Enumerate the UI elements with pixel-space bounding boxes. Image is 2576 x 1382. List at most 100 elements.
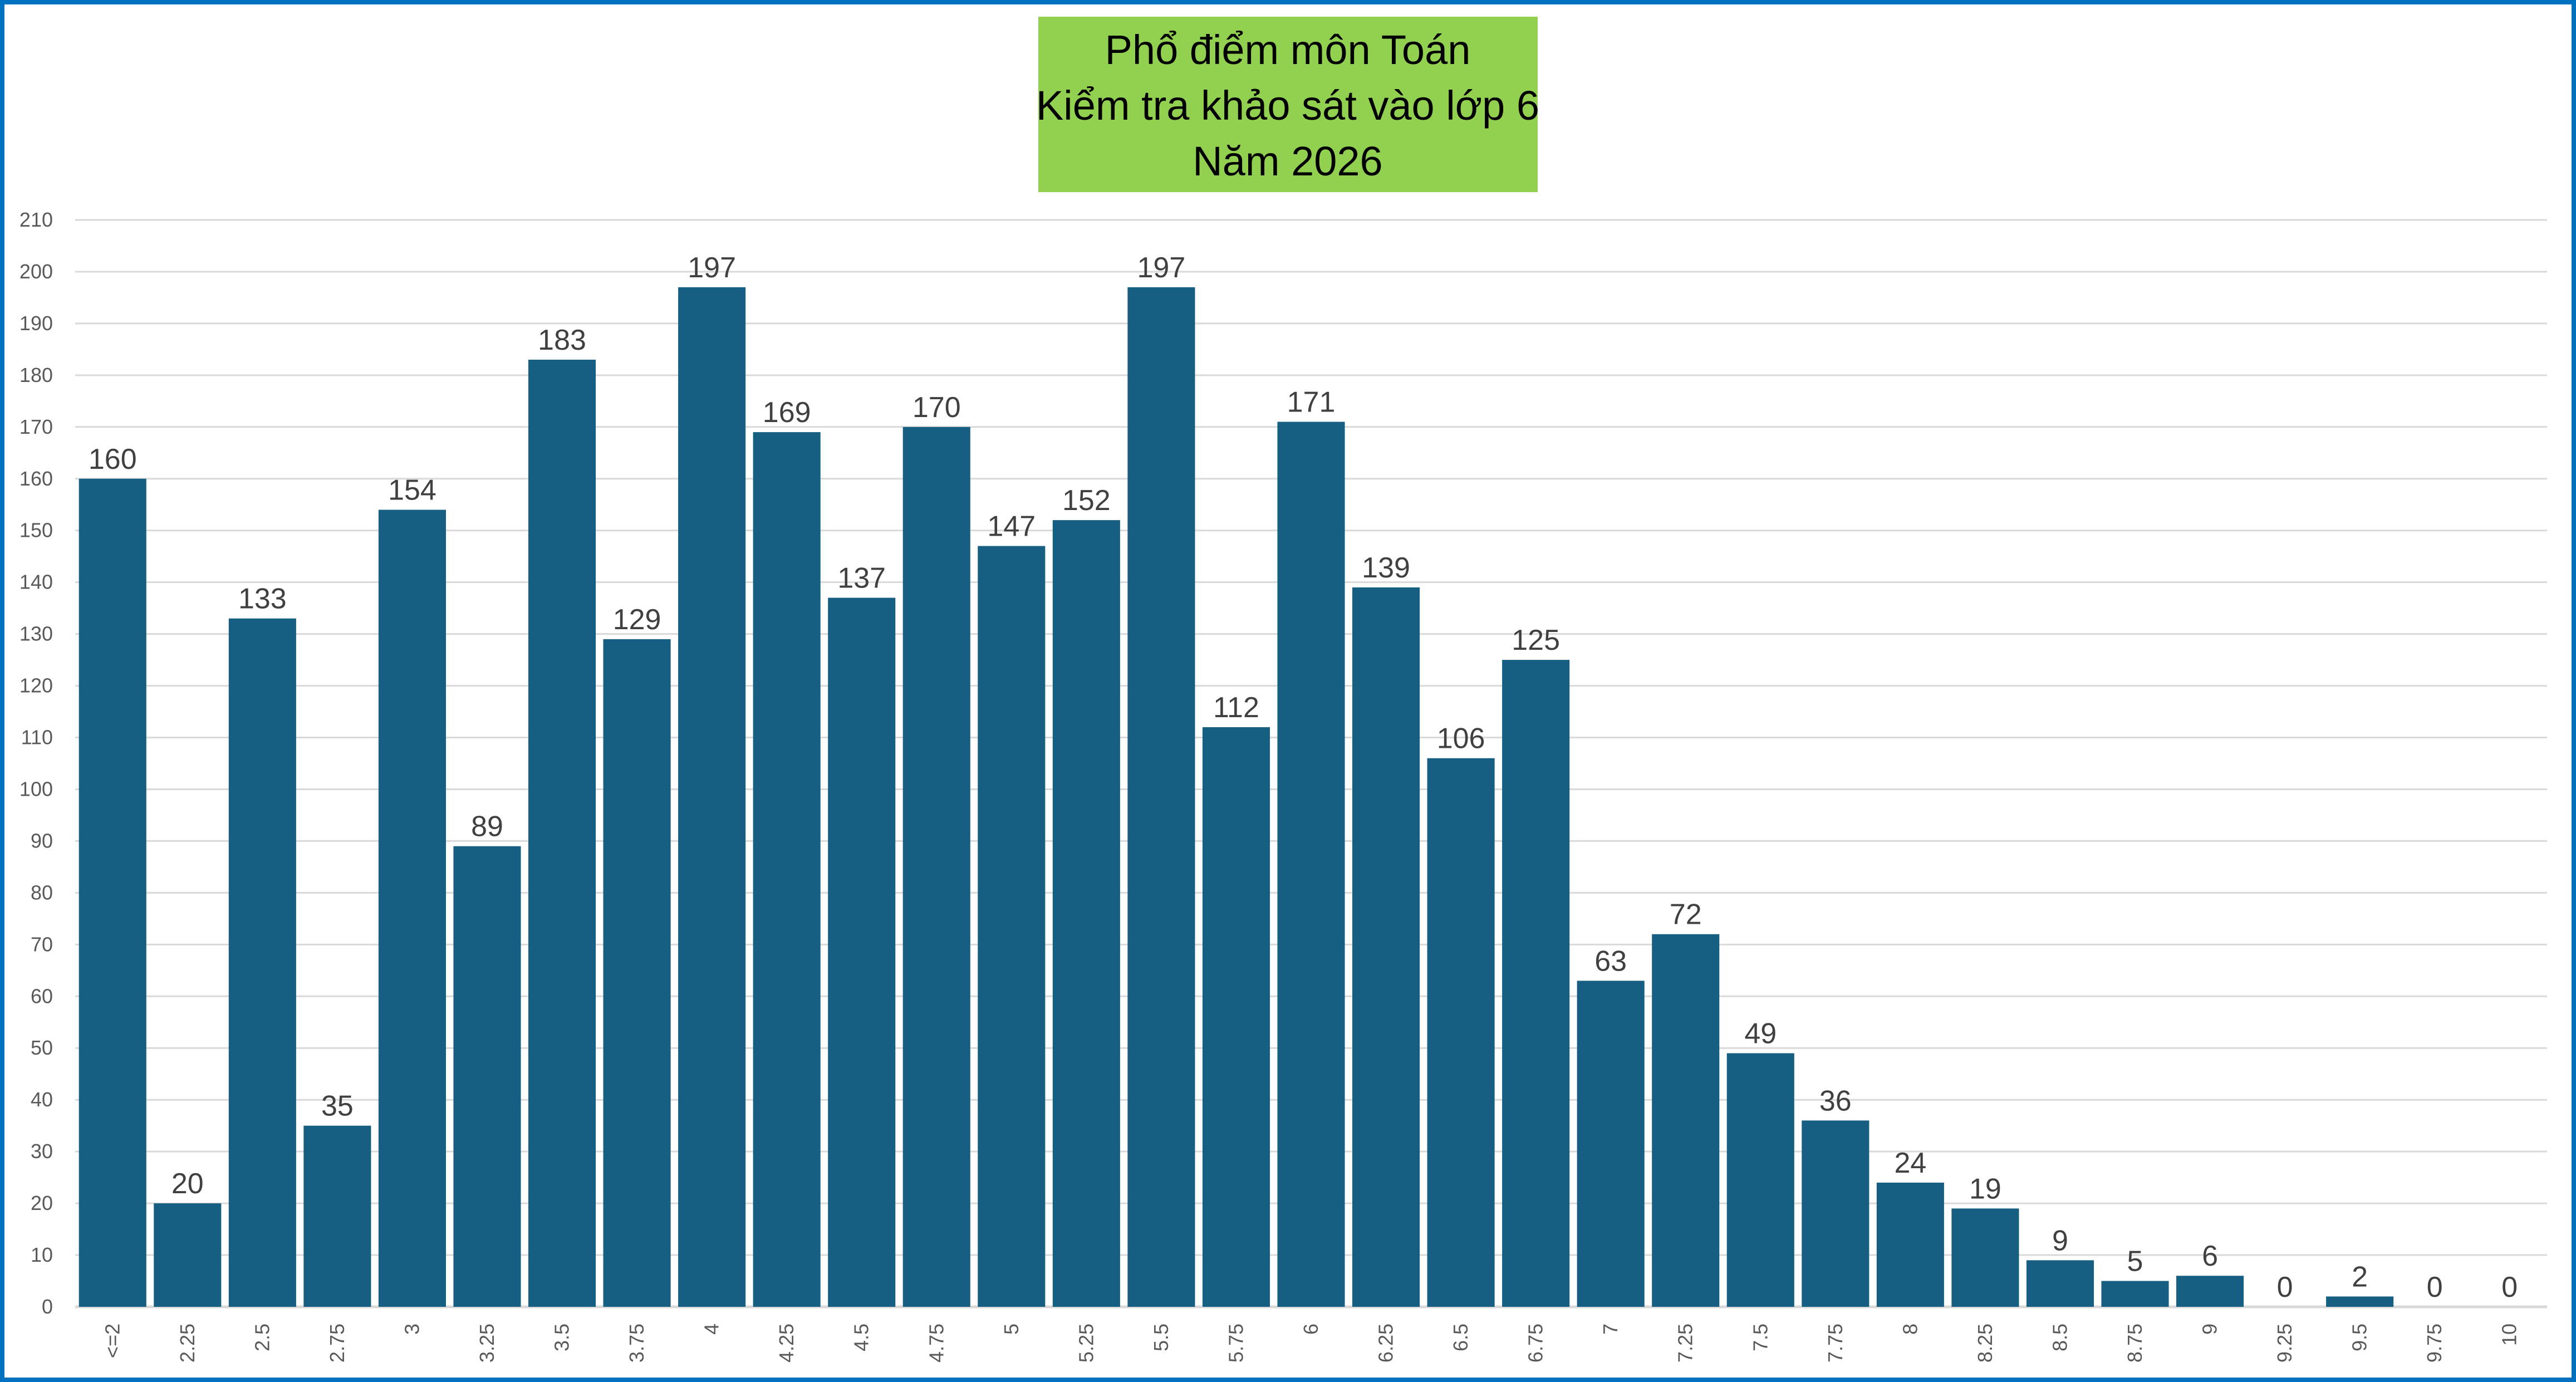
y-tick-label: 80 (31, 881, 53, 904)
x-tick-label: 7.75 (1824, 1324, 1847, 1363)
bar-4.75 (902, 427, 970, 1307)
chart-title-line-1: Phổ điểm môn Toán (1105, 27, 1471, 73)
x-tick-label: 9.25 (2273, 1324, 2296, 1363)
bar-5 (978, 546, 1046, 1307)
bar-6.25 (1352, 587, 1420, 1307)
y-tick-label: 100 (19, 777, 53, 800)
data-label: 20 (171, 1168, 204, 1200)
data-label: 170 (912, 391, 961, 424)
data-label: 133 (238, 583, 287, 615)
bars (78, 287, 2394, 1307)
x-tick-label: 6.75 (1524, 1324, 1547, 1363)
x-tick-label: 9 (2199, 1324, 2221, 1335)
data-label: 139 (1362, 552, 1410, 584)
bar-6.75 (1502, 660, 1570, 1307)
data-label: 125 (1512, 624, 1560, 656)
y-tick-label: 70 (31, 933, 53, 955)
bar-7.75 (1802, 1120, 1870, 1307)
data-labels: 1602013335154891831291971691371701471521… (89, 252, 2518, 1303)
y-tick-label: 170 (19, 415, 53, 438)
data-label: 2 (2352, 1261, 2368, 1293)
x-tick-label: 8.5 (2048, 1324, 2071, 1351)
x-tick-label: 5.75 (1224, 1324, 1247, 1363)
bar-5.5 (1127, 287, 1195, 1307)
x-tick-label: <=2 (101, 1324, 124, 1358)
x-tick-label: 7.5 (1749, 1324, 1772, 1351)
data-label: 49 (1744, 1018, 1777, 1050)
x-tick-label: 8.75 (2123, 1324, 2146, 1363)
data-label: 147 (987, 511, 1036, 543)
data-label: 35 (321, 1090, 354, 1123)
bar-8.5 (2026, 1260, 2094, 1307)
x-tick-label: 8 (1898, 1324, 1921, 1335)
bar-8.25 (1951, 1208, 2019, 1307)
data-label: 5 (2127, 1246, 2143, 1278)
x-axis-ticks: <=2 2.25 2.5 2.75 3 3.25 3.5 3.75 4 4.25 4.5 4.75 5 5… (101, 1324, 2520, 1363)
x-tick-label: 3.25 (475, 1324, 498, 1363)
x-tick-label: 3.75 (625, 1324, 648, 1363)
y-tick-label: 150 (19, 519, 53, 542)
y-tick-label: 20 (31, 1192, 53, 1214)
data-label: 63 (1594, 945, 1627, 977)
bar-4.5 (828, 597, 896, 1307)
bar-2.5 (228, 618, 296, 1307)
data-label: 0 (2427, 1271, 2443, 1303)
chart-title-line-3: Năm 2026 (1193, 138, 1382, 184)
x-tick-label: 6.5 (1449, 1324, 1472, 1351)
bar-6.5 (1427, 758, 1495, 1307)
bar-9 (2176, 1276, 2244, 1307)
x-tick-label: 2.5 (251, 1324, 273, 1351)
x-tick-label: 5.5 (1150, 1324, 1172, 1351)
data-label: 36 (1819, 1085, 1852, 1117)
bar-5.75 (1202, 727, 1270, 1307)
y-tick-label: 140 (19, 571, 53, 594)
bar-3.5 (528, 359, 596, 1307)
bar-7.25 (1652, 934, 1720, 1307)
data-label: 183 (538, 324, 586, 356)
x-tick-label: 3 (400, 1324, 423, 1335)
bar-<=2 (78, 478, 146, 1307)
x-tick-label: 6.25 (1375, 1324, 1397, 1363)
bar-5.25 (1052, 520, 1120, 1307)
y-tick-label: 110 (21, 726, 53, 749)
x-tick-label: 5 (1000, 1324, 1023, 1335)
bar-7.5 (1726, 1053, 1794, 1307)
bar-2.75 (303, 1125, 371, 1307)
x-tick-label: 10 (2498, 1324, 2521, 1346)
y-tick-label: 30 (31, 1140, 53, 1163)
y-tick-label: 160 (19, 467, 53, 490)
data-label: 9 (2052, 1224, 2068, 1257)
y-tick-label: 200 (19, 260, 53, 283)
bar-8.75 (2101, 1281, 2169, 1307)
x-tick-label: 7.25 (1674, 1324, 1697, 1363)
y-tick-label: 190 (19, 312, 53, 335)
x-tick-label: 4.25 (775, 1324, 798, 1363)
data-label: 89 (471, 811, 503, 843)
y-tick-label: 10 (31, 1243, 53, 1266)
x-tick-label: 7 (1599, 1324, 1622, 1335)
data-label: 197 (1137, 252, 1186, 284)
x-tick-label: 4.75 (925, 1324, 948, 1363)
bar-8 (1876, 1182, 1944, 1307)
chart-title-line-2: Kiểm tra khảo sát vào lớp 6 (1036, 82, 1539, 129)
bar-9.5 (2326, 1296, 2394, 1307)
data-label: 72 (1670, 899, 1702, 931)
x-tick-label: 3.5 (551, 1324, 573, 1351)
y-tick-label: 180 (19, 364, 53, 386)
x-tick-label: 9.5 (2348, 1324, 2371, 1351)
bar-4 (678, 287, 746, 1307)
x-tick-label: 9.75 (2423, 1324, 2446, 1363)
data-label: 169 (763, 396, 811, 429)
bar-4.25 (753, 432, 821, 1307)
bar-3.25 (453, 846, 521, 1307)
y-tick-label: 0 (42, 1295, 53, 1318)
y-tick-label: 130 (19, 623, 53, 645)
data-label: 171 (1287, 386, 1336, 419)
x-tick-label: 6 (1299, 1324, 1322, 1335)
bar-6 (1277, 422, 1345, 1307)
data-label: 0 (2277, 1271, 2293, 1303)
data-label: 19 (1969, 1173, 2001, 1205)
data-label: 24 (1894, 1147, 1926, 1179)
